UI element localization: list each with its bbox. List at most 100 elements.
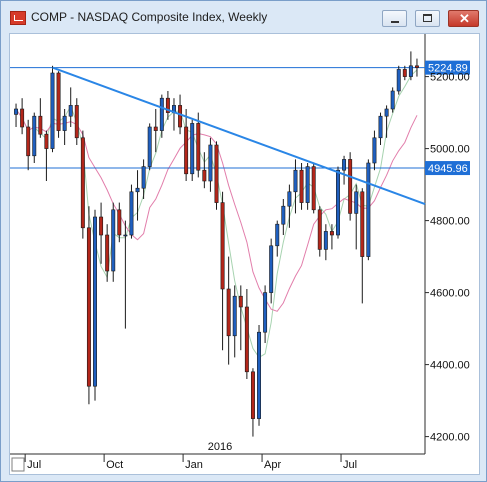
price-tick-label-6: 4200.00	[430, 432, 470, 444]
candle-19	[123, 220, 128, 329]
candle-1	[14, 103, 19, 127]
candle-body	[208, 144, 213, 182]
candle-30	[190, 119, 195, 181]
minimize-button[interactable]	[382, 10, 407, 27]
minimize-icon	[391, 21, 399, 23]
candle-50	[311, 163, 316, 214]
window-title: COMP - NASDAQ Composite Index, Weekly	[31, 10, 268, 24]
candle-18	[117, 202, 122, 243]
candle-body	[178, 105, 183, 128]
candle-47	[293, 159, 298, 214]
price-axis: 5200.00 5000.00 4800.00 4600.00 4400.00 4200.…	[425, 72, 470, 444]
chart-app-icon	[10, 11, 26, 25]
candle-body	[311, 166, 316, 211]
candle-body	[153, 126, 158, 131]
candle-66	[408, 51, 413, 81]
candle-body	[257, 331, 261, 419]
candle-5	[38, 98, 43, 138]
close-button[interactable]: ✕	[448, 10, 479, 27]
candle-55	[342, 155, 347, 185]
candle-body	[93, 216, 97, 387]
price-tick-label-3: 4800.00	[430, 216, 470, 228]
candle-57	[354, 184, 359, 250]
candle-25	[159, 94, 164, 138]
candle-body	[214, 144, 219, 203]
candle-44	[275, 220, 280, 257]
candle-body	[396, 69, 401, 92]
candle-body	[184, 126, 189, 175]
candle-42	[263, 285, 268, 343]
candle-67	[414, 58, 419, 77]
candle-8	[56, 71, 61, 138]
candle-body	[269, 245, 274, 293]
scroll-corner-box[interactable]	[11, 457, 25, 472]
candle-51	[317, 206, 322, 257]
price-tick-label-2: 5000.00	[430, 144, 470, 156]
candle-6	[44, 130, 49, 181]
candle-26	[165, 91, 170, 120]
trendline	[52, 66, 426, 206]
candle-29	[184, 109, 189, 181]
time-tick-label-1: Jul	[27, 459, 41, 471]
candle-body	[159, 97, 164, 131]
candle-body	[360, 191, 365, 257]
candle-body	[68, 105, 73, 117]
time-axis: Jul Oct Jan Apr Jul	[24, 454, 357, 471]
candle-body	[220, 202, 225, 290]
candle-32	[202, 152, 207, 189]
candle-7	[50, 65, 55, 153]
title-bar[interactable]: COMP - NASDAQ Composite Index, Weekly ✕	[1, 1, 486, 31]
candlesticks	[14, 51, 419, 437]
candle-body	[44, 133, 49, 149]
candle-body	[402, 69, 407, 77]
candle-17	[111, 202, 116, 282]
candle-2	[20, 98, 25, 135]
candle-body	[348, 159, 353, 214]
candle-body	[80, 137, 85, 229]
candle-13	[86, 206, 91, 405]
candle-body	[232, 295, 237, 337]
candle-body	[336, 169, 340, 236]
candle-24	[153, 109, 158, 153]
candle-21	[135, 170, 140, 221]
time-tick-label-3: Jan	[185, 459, 203, 471]
candle-body	[372, 137, 377, 164]
candle-body	[293, 169, 298, 193]
candle-64	[396, 65, 401, 95]
candle-body	[74, 105, 79, 139]
level-price-tag-2	[425, 161, 470, 176]
candle-body	[414, 65, 419, 68]
candle-40	[250, 368, 255, 437]
candle-body	[56, 72, 61, 131]
candle-48	[299, 163, 304, 210]
candle-body	[384, 108, 389, 117]
candle-46	[287, 184, 292, 228]
candle-39	[244, 289, 249, 379]
candle-body	[14, 108, 19, 115]
time-tick-label-2: Oct	[106, 459, 123, 471]
maximize-icon	[423, 14, 432, 22]
level-price-label-1: 5224.89	[428, 63, 468, 75]
level-price-label-2: 4945.96	[428, 163, 468, 175]
candle-14	[93, 209, 97, 401]
candle-43	[269, 238, 274, 304]
candle-body	[135, 187, 140, 193]
price-chart-panel[interactable]: 5224.89 4945.96 5200.00 5000.00 4800.00 4600…	[9, 33, 480, 475]
candle-45	[281, 199, 286, 235]
candle-23	[147, 123, 152, 171]
candle-56	[348, 152, 353, 221]
candle-body	[281, 205, 286, 225]
candle-22	[141, 159, 146, 199]
price-chart[interactable]: 5224.89 4945.96 5200.00 5000.00 4800.00 4600…	[10, 34, 479, 474]
candle-16	[105, 224, 110, 282]
candle-body	[342, 159, 347, 171]
candle-body	[196, 123, 201, 171]
candle-body	[99, 216, 104, 236]
candle-4	[32, 112, 37, 163]
price-tick-label-1: 5200.00	[430, 72, 470, 84]
candle-59	[366, 159, 371, 261]
candle-body	[366, 162, 371, 257]
candle-body	[202, 169, 207, 182]
time-tick-label-5: Jul	[343, 459, 357, 471]
maximize-button[interactable]	[415, 10, 440, 27]
